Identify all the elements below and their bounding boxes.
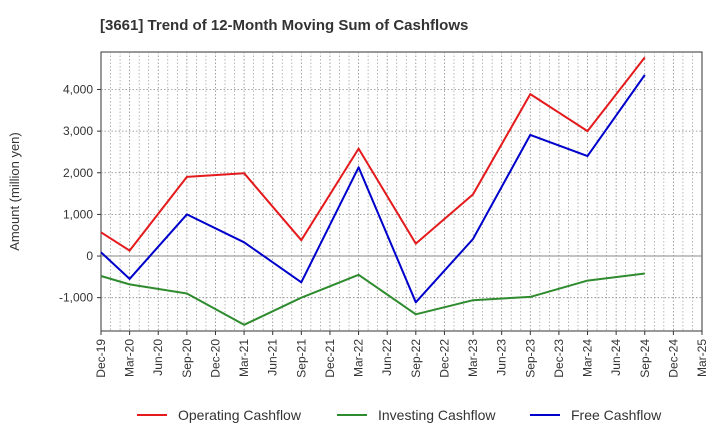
legend-item: Investing Cashflow: [337, 407, 496, 423]
horizontal-gridlines: [101, 89, 702, 299]
legend-label: Free Cashflow: [571, 407, 662, 423]
x-tick-label: Mar-21: [237, 339, 251, 377]
x-tick-label: Mar-23: [466, 339, 480, 377]
series-line-investing-cashflow: [100, 272, 645, 326]
y-tick-label: -1,000: [59, 291, 93, 305]
x-tick-label: Jun-21: [266, 339, 280, 376]
y-tick-labels: 4,000 3,000 2,000 1,000 0 -1,000: [59, 82, 101, 305]
chart-title: [3661] Trend of 12-Month Moving Sum of C…: [100, 17, 468, 34]
y-tick-label: 1,000: [63, 207, 93, 221]
plot-frame: [100, 51, 703, 332]
x-tick-labels: Dec-19 Mar-20 Jun-20 Sep-20 Dec-20 Mar-21 Jun-…: [94, 331, 709, 378]
series-lines: [100, 56, 646, 326]
x-tick-label: Dec-20: [208, 339, 222, 378]
x-tick-label: Mar-22: [352, 339, 366, 377]
plot-area: [100, 51, 703, 332]
legend: Operating Cashflow Investing Cashflow Free…: [137, 407, 662, 423]
x-tick-label: Mar-24: [581, 339, 595, 377]
x-tick-label: Dec-22: [437, 339, 451, 378]
x-tick-label: Jun-23: [495, 339, 509, 376]
legend-label: Investing Cashflow: [378, 407, 496, 423]
legend-item: Free Cashflow: [530, 407, 662, 423]
y-tick-label: 2,000: [63, 166, 93, 180]
y-tick-label: 3,000: [63, 124, 93, 138]
legend-item: Operating Cashflow: [137, 407, 302, 423]
vertical-gridlines: [110, 52, 693, 331]
x-tick-label: Sep-21: [294, 339, 308, 378]
x-tick-label: Sep-20: [180, 339, 194, 378]
x-tick-label: Sep-24: [638, 339, 652, 378]
y-tick-label: 0: [86, 249, 93, 263]
x-tick-label: Jun-20: [151, 339, 165, 376]
legend-label: Operating Cashflow: [178, 407, 302, 423]
x-tick-label: Dec-23: [552, 339, 566, 378]
x-tick-label: Sep-23: [523, 339, 537, 378]
x-tick-label: Dec-24: [666, 339, 680, 378]
x-tick-label: Jun-24: [609, 339, 623, 376]
y-axis-label: Amount (million yen): [7, 132, 22, 251]
y-tick-label: 4,000: [63, 82, 93, 96]
x-tick-label: Mar-20: [123, 339, 137, 377]
x-tick-label: Dec-19: [94, 339, 108, 378]
x-tick-label: Sep-22: [409, 339, 423, 378]
series-line-free-cashflow: [100, 74, 646, 304]
x-tick-label: Jun-22: [380, 339, 394, 376]
series-line-operating-cashflow: [100, 56, 646, 252]
x-tick-label: Dec-21: [323, 339, 337, 378]
x-tick-label: Mar-25: [695, 339, 709, 377]
